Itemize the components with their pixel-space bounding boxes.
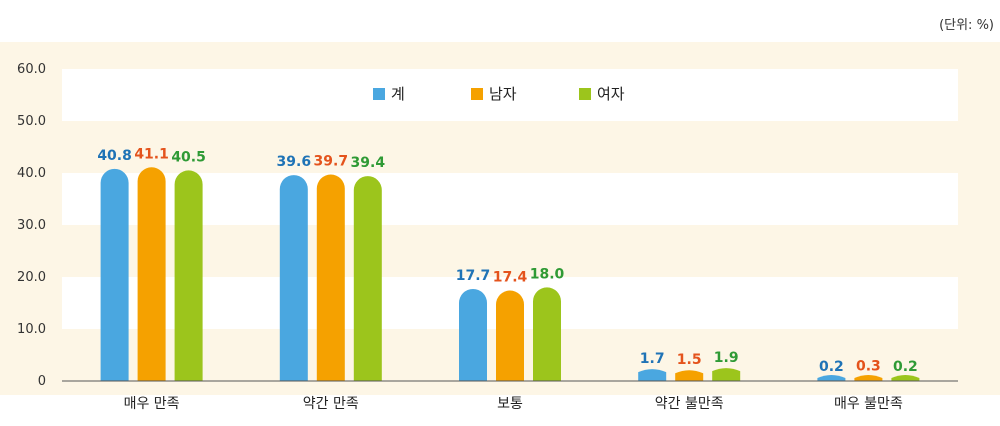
bar: [353, 176, 382, 381]
y-tick-label: 20.0: [17, 270, 46, 285]
category-label: 보통: [497, 396, 523, 412]
data-label: 0.2: [819, 359, 844, 375]
y-tick-label: 0: [38, 374, 46, 389]
category-label: 매우 불만족: [834, 396, 903, 412]
grid-band: [62, 225, 958, 277]
data-label: 41.1: [134, 146, 169, 162]
legend-label: 여자: [597, 85, 625, 103]
bar: [100, 168, 129, 381]
grid-band: [62, 121, 958, 173]
data-labels: 40.8 41.1 40.5 39.6 39.7 39.4 17.7 17.4 18.0 1.7 1…: [97, 146, 917, 375]
data-label: 40.8: [97, 148, 132, 164]
bar: [817, 375, 846, 381]
bar: [174, 170, 203, 381]
data-label: 0.2: [893, 359, 918, 375]
data-label: 1.5: [677, 352, 702, 368]
category-label: 매우 만족: [124, 396, 180, 412]
legend-swatch: [579, 88, 591, 100]
category-labels: 매우 만족 약간 만족 보통 약간 불만족 매우 불만족: [124, 396, 903, 412]
y-tick-label: 50.0: [17, 114, 46, 129]
unit-label: (단위: %): [939, 18, 994, 33]
category-label: 약간 만족: [303, 396, 359, 412]
bar: [891, 375, 920, 381]
legend-swatch: [471, 88, 483, 100]
grid-band: [62, 69, 958, 121]
data-label: 1.9: [714, 350, 739, 366]
data-label: 17.4: [493, 270, 528, 286]
bar: [638, 369, 667, 381]
bars: [100, 167, 920, 381]
data-label: 39.4: [351, 155, 386, 171]
bar: [496, 290, 524, 381]
bar: [675, 370, 704, 381]
y-axis-ticks: 0 10.0 20.0 30.0 40.0 50.0 60.0: [17, 62, 46, 389]
bar: [854, 375, 883, 381]
data-label: 17.7: [456, 268, 491, 284]
bar: [459, 288, 487, 381]
y-tick-label: 30.0: [17, 218, 46, 233]
legend-label: 계: [391, 85, 405, 103]
y-tick-label: 60.0: [17, 62, 46, 77]
category-label: 약간 불만족: [655, 396, 724, 412]
data-label: 0.3: [856, 358, 881, 374]
legend-swatch: [373, 88, 385, 100]
bar: [279, 175, 308, 381]
y-tick-label: 10.0: [17, 322, 46, 337]
data-label: 18.0: [530, 266, 565, 282]
data-label: 39.6: [277, 154, 312, 170]
background-bands: [0, 42, 1000, 395]
bar: [137, 167, 166, 381]
bar: [712, 368, 741, 381]
data-label: 39.7: [314, 154, 349, 170]
legend-label: 남자: [489, 85, 517, 103]
data-label: 1.7: [640, 351, 665, 367]
data-label: 40.5: [171, 149, 206, 165]
bar: [316, 174, 345, 381]
y-tick-label: 40.0: [17, 166, 46, 181]
legend: 계 남자 여자: [373, 85, 625, 103]
grid-band: [62, 173, 958, 225]
bar: [533, 287, 561, 381]
